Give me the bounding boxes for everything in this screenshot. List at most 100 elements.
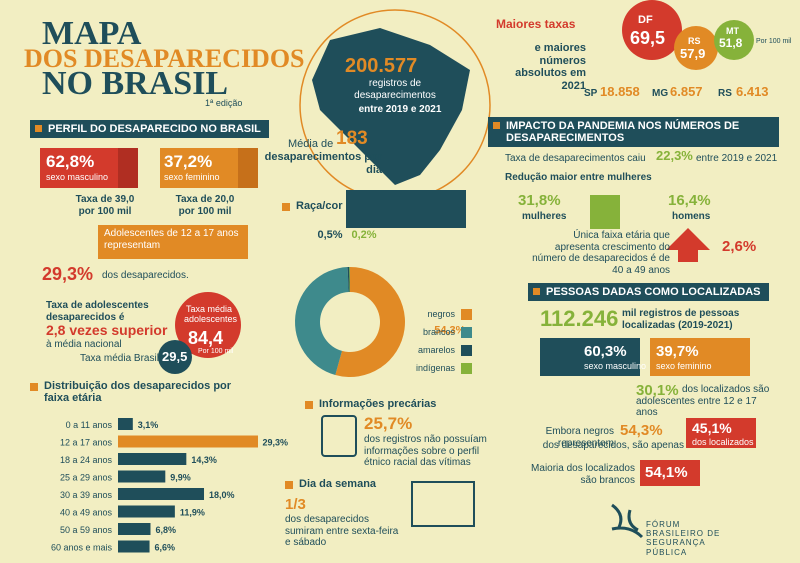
doc-icon xyxy=(321,415,357,457)
black-loc-pct: 45,1% xyxy=(692,420,732,436)
teen-rate-suffix: à média nacional xyxy=(46,339,122,350)
daily-prefix: Média de xyxy=(288,138,334,150)
value-label: 6,6% xyxy=(155,543,176,553)
legend-swatch xyxy=(461,345,472,356)
bubble-df xyxy=(622,0,682,60)
abs-value: 6.413 xyxy=(736,84,769,99)
drop-pct: 22,3% xyxy=(656,148,693,163)
edition: 1ª edição xyxy=(205,98,243,108)
bar xyxy=(118,418,133,430)
white-pct: 54,1% xyxy=(645,464,688,481)
rate-state: MT xyxy=(726,26,739,36)
bar xyxy=(118,505,175,518)
title-1: MAPA xyxy=(42,15,142,52)
located-header: PESSOAS DADAS COMO LOCALIZADAS xyxy=(528,283,769,301)
rate-value: 51,8 xyxy=(719,36,743,50)
bubble-rs xyxy=(674,26,718,70)
category-label: 60 anos e mais xyxy=(51,543,113,553)
category-label: 25 a 29 anos xyxy=(60,473,113,483)
teen-avg-circle xyxy=(175,292,241,358)
brazil-map xyxy=(312,28,470,185)
race-title: Raça/cor xyxy=(282,200,342,212)
logo-mark xyxy=(611,503,644,539)
race-faces xyxy=(346,190,466,228)
loc-male-label: sexo masculino xyxy=(584,361,647,371)
black-text-2: dos desaparecidos, são apenas xyxy=(542,440,684,451)
title-2: DOS DESAPARECIDOS xyxy=(24,44,305,73)
loc-white-box xyxy=(640,460,700,486)
up-arrow xyxy=(666,228,710,262)
br-avg: 29,5 xyxy=(162,349,188,364)
category-label: 40 a 49 anos xyxy=(60,508,113,518)
info-text: dos registros não possuíam informações s… xyxy=(364,434,487,468)
category-label: 0 a 11 anos xyxy=(66,420,113,430)
female-face xyxy=(238,148,258,188)
male-label: sexo masculino xyxy=(46,172,109,182)
calendar-icon xyxy=(411,481,475,527)
category-label: 18 a 24 anos xyxy=(60,455,113,465)
women-pct: 31,8% xyxy=(518,192,561,209)
legend-swatch xyxy=(461,309,472,320)
weekday-frac: 1/3 xyxy=(285,496,306,513)
legend-label: indígenas xyxy=(416,363,456,373)
black-pct: 54,3% xyxy=(620,422,663,439)
abs-state: RS xyxy=(718,88,732,99)
map-total: 200.577 xyxy=(345,55,418,77)
legend-swatch xyxy=(461,363,472,374)
men-pct: 16,4% xyxy=(668,192,711,209)
loc-male-pct: 60,3% xyxy=(584,343,627,360)
daily-suffix: desaparecimentos por dia xyxy=(264,151,382,176)
located-total-text: mil registros de pessoas localizadas (20… xyxy=(622,308,740,331)
age-growth-pct: 2,6% xyxy=(722,238,757,255)
category-label: 50 a 59 anos xyxy=(60,525,113,535)
loc-female-label: sexo feminino xyxy=(656,361,712,371)
slice xyxy=(347,267,350,293)
loc-teens-text: dos localizados são adolescentes entre 1… xyxy=(636,384,770,418)
race-chart: 54,3%negros45,0%brancos0,5%amarelos0,2%i… xyxy=(294,229,472,377)
info-title: Informações precárias xyxy=(305,398,436,410)
women-label: mulheres xyxy=(522,211,567,222)
teen-avg-label: Taxa média adolescentes xyxy=(184,304,238,325)
teen-avg-unit: Por 100 mil xyxy=(198,348,234,355)
rate-value: 69,5 xyxy=(630,28,666,48)
footer-logo: FÓRUM BRASILEIRO DE SEGURANÇA PÚBLICA xyxy=(646,520,721,557)
age-growth-text: Única faixa etária que apresenta crescim… xyxy=(532,230,670,276)
teens-pct: 29,3% xyxy=(42,264,94,284)
male-pct: 62,8% xyxy=(46,152,95,171)
legend-label: negros xyxy=(427,309,455,319)
value-label: 3,1% xyxy=(138,420,159,430)
slice xyxy=(335,267,405,377)
abs-value: 6.857 xyxy=(670,84,703,99)
bar xyxy=(118,488,205,500)
category-label: 12 a 17 anos xyxy=(60,438,113,448)
bar xyxy=(118,523,151,535)
value-label: 18,0% xyxy=(209,490,235,500)
value-label: 0,5% xyxy=(317,229,342,241)
bar xyxy=(118,470,166,483)
male-face xyxy=(118,148,138,188)
abs-state: SP xyxy=(584,88,598,99)
white-text: Maioria dos localizados são brancos xyxy=(531,463,635,486)
teen-box xyxy=(98,225,248,259)
value-label: 9,9% xyxy=(170,473,191,483)
map-period: entre 2019 e 2021 xyxy=(358,104,442,115)
female-label: sexo feminino xyxy=(164,172,220,182)
legend-label: brancos xyxy=(423,327,456,337)
teen-rate-text: Taxa de adolescentes desaparecidos é xyxy=(46,300,149,323)
loc-female-box xyxy=(650,338,750,376)
women-head: Redução maior entre mulheres xyxy=(505,172,652,183)
loc-female-pct: 39,7% xyxy=(656,343,699,360)
title-3: NO BRASIL xyxy=(42,65,229,102)
bar xyxy=(118,453,187,465)
age-title: Distribuição dos desaparecidos por faixa… xyxy=(30,380,244,404)
value-label: 6,8% xyxy=(155,525,176,535)
male-box xyxy=(40,148,118,188)
rate-state: DF xyxy=(638,14,653,26)
men-label: homens xyxy=(672,211,711,222)
black-loc-label: dos localizados xyxy=(692,437,754,447)
value-label: 0,2% xyxy=(351,229,376,241)
female-rate: Taxa de 20,0 por 100 mil xyxy=(175,194,235,217)
loc-male-box xyxy=(540,338,640,376)
